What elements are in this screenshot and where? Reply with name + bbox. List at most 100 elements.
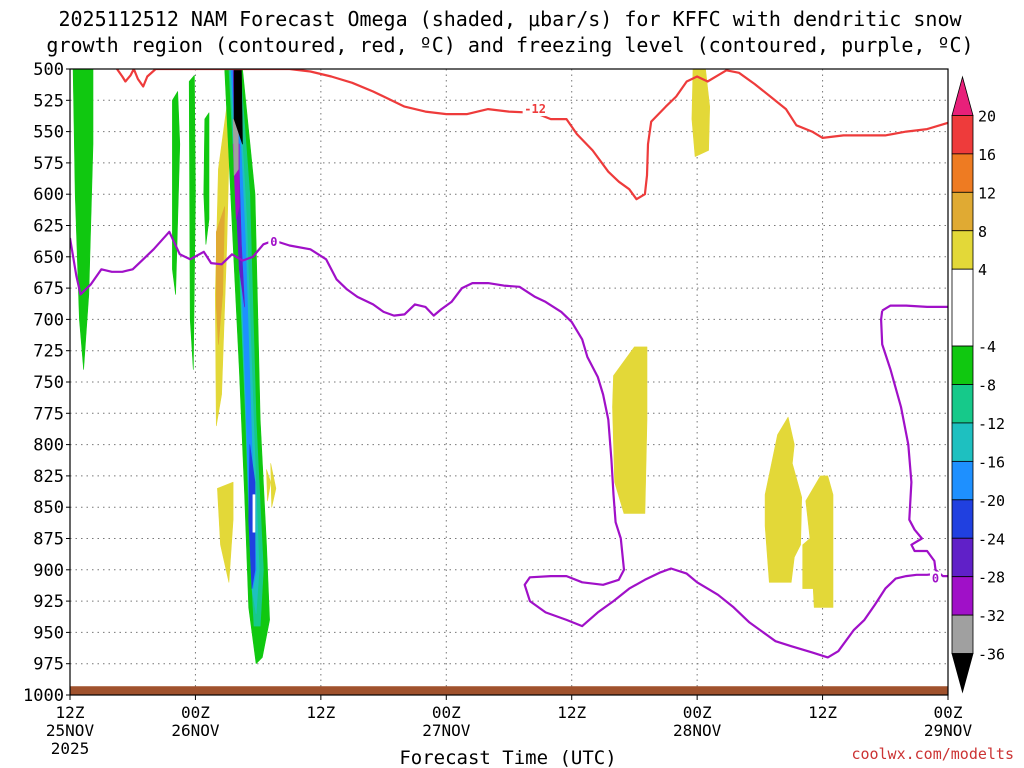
y-tick-label: 725 — [33, 342, 64, 362]
y-tick-label: 625 — [33, 217, 64, 237]
colorbar-label: 12 — [978, 184, 996, 202]
omega-region-green-strip-1 — [72, 69, 94, 370]
colorbar-band — [951, 460, 974, 501]
colorbar-label: -20 — [978, 492, 1005, 510]
y-tick-label: 850 — [33, 498, 64, 518]
omega-shading — [72, 69, 834, 665]
contour-label-freezing-level-upper: 0 — [270, 235, 277, 249]
omega-region-green-strip-3 — [188, 75, 196, 370]
gridlines — [70, 69, 948, 695]
colorbar-band — [951, 576, 974, 616]
y-tick-label: 925 — [33, 592, 64, 612]
pressure-axis: 500 525 550 575 600 625 650 675 700 725 750 775 800 8… — [23, 60, 70, 706]
x-tick-date: 29NOV — [924, 721, 973, 740]
colorbar-label: -28 — [978, 569, 1005, 587]
terrain-band — [70, 686, 948, 695]
contour-label-dgz-minus12: -12 — [524, 102, 546, 116]
colorbar-label: -4 — [978, 338, 996, 356]
y-tick-label: 525 — [33, 91, 64, 111]
contour-label-bg — [268, 234, 280, 249]
y-tick-label: 600 — [33, 185, 64, 205]
omega-region-yellow-patch-4 — [266, 469, 272, 502]
colorbar-band-arrow-top — [951, 75, 974, 116]
plot-area: -12 0 0 — [70, 69, 948, 695]
colorbar-label: 8 — [978, 223, 987, 241]
y-tick-label: 675 — [33, 279, 64, 299]
colorbar-label: 16 — [978, 146, 996, 164]
colorbar-label: -16 — [978, 453, 1005, 471]
omega-region-orange-patch-1 — [216, 206, 225, 345]
x-axis-label: Forecast Time (UTC) — [399, 747, 616, 768]
omega-region-yellow-patch-2 — [217, 481, 234, 583]
contours: -12 0 0 — [70, 69, 948, 659]
contour-freezing-level-lower — [880, 310, 948, 578]
y-tick-label: 775 — [33, 404, 64, 424]
colorbar-band — [951, 153, 974, 193]
colorbar-band — [951, 115, 974, 155]
x-tick-time: 00Z — [683, 703, 712, 722]
omega-region-yellow-patch-7 — [764, 416, 803, 583]
y-tick-label: 650 — [33, 248, 64, 268]
colorbar-label: -8 — [978, 377, 996, 395]
colorbar-band — [951, 191, 974, 232]
y-tick-label: 825 — [33, 467, 64, 487]
y-tick-label: 750 — [33, 373, 64, 393]
omega-region-green-strip-4 — [203, 112, 210, 245]
x-tick-time: 00Z — [432, 703, 461, 722]
omega-region-main-darkblue — [248, 444, 256, 589]
y-tick-label: 575 — [33, 154, 64, 174]
x-tick-date: 25NOV — [46, 721, 95, 740]
y-tick-label: 700 — [33, 310, 64, 330]
x-tick-date: 27NOV — [422, 721, 471, 740]
colorbar-band — [951, 614, 974, 654]
y-tick-label: 550 — [33, 123, 64, 143]
y-tick-label: 875 — [33, 530, 64, 550]
colorbar-band — [951, 268, 974, 347]
terrain — [70, 686, 948, 695]
x-tick-year: 2025 — [51, 739, 90, 758]
credit-text: coolwx.com/modelts — [851, 745, 1014, 763]
omega-region-yellow-patch-8 — [802, 475, 834, 608]
contour-freezing-level-upper — [70, 230, 938, 659]
omega-region-yellow-patch-3 — [270, 463, 277, 508]
colorbar-band — [951, 499, 974, 539]
y-tick-label: 950 — [33, 623, 64, 643]
omega-region-main-white-streak — [252, 494, 256, 533]
y-tick-label: 1000 — [23, 686, 64, 706]
colorbar-band — [951, 537, 974, 578]
contour-label-bg — [929, 571, 941, 586]
colorbar-label: -24 — [978, 530, 1005, 548]
omega-region-yellow-patch-5 — [691, 69, 711, 157]
contour-dgz-minus12 — [116, 69, 948, 201]
omega-region-main-black — [233, 69, 243, 145]
colorbar-label: -32 — [978, 607, 1005, 625]
contour-label-freezing-level-lower: 0 — [932, 572, 939, 586]
x-tick-time: 12Z — [56, 703, 85, 722]
x-tick-time: 12Z — [306, 703, 335, 722]
colorbar-label: -36 — [978, 646, 1005, 664]
colorbar-band-arrow-bottom — [951, 653, 974, 694]
colorbar-label: 20 — [978, 107, 996, 125]
chart-title-line-1: 2025112512 NAM Forecast Omega (shaded, μ… — [58, 7, 962, 31]
x-tick-time: 00Z — [934, 703, 963, 722]
contour-label-bg — [522, 102, 548, 117]
contour-freezing-level-right — [881, 304, 948, 312]
colorbar-label: -12 — [978, 415, 1005, 433]
y-tick-label: 900 — [33, 561, 64, 581]
chart-title-line-2: growth region (contoured, red, ºC) and f… — [46, 33, 973, 57]
x-tick-date: 28NOV — [673, 721, 722, 740]
x-tick-time: 12Z — [557, 703, 586, 722]
colorbar-label: 4 — [978, 261, 987, 279]
y-tick-label: 975 — [33, 655, 64, 675]
x-tick-date: 26NOV — [171, 721, 220, 740]
y-tick-label: 800 — [33, 436, 64, 456]
colorbar-band — [951, 384, 974, 424]
colorbar: 20 16 12 8 4 -4 -8 -12 -16 -20 -24 -28 -32 -36 — [951, 75, 1005, 694]
x-tick-time: 00Z — [181, 703, 210, 722]
colorbar-band — [951, 345, 974, 385]
y-tick-label: 500 — [33, 60, 64, 80]
colorbar-band — [951, 422, 974, 462]
colorbar-band — [951, 230, 974, 270]
